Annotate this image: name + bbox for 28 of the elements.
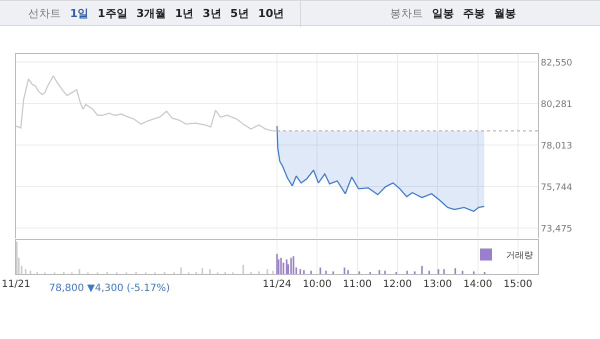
x-tick-label: 11/21 — [2, 279, 30, 290]
text: 5년 — [230, 6, 249, 21]
x-tick-label: 11:00 — [342, 279, 372, 290]
text: 주봉 — [463, 6, 485, 21]
x-tick-label: 12:00 — [383, 279, 412, 290]
y-tick-label: 73,475 — [540, 224, 572, 234]
y-tick-label: 78,013 — [540, 141, 572, 152]
x-tick-label: 10:00 — [302, 279, 332, 290]
text: 일봉 — [432, 6, 454, 21]
text: 10년 — [258, 6, 284, 21]
x-tick-label: 14:00 — [463, 279, 492, 290]
text: 1년 — [174, 6, 194, 21]
legend-label: 거래량 — [506, 251, 533, 262]
y-tick-label: 82,550 — [540, 58, 573, 68]
x-tick-label: 11/24 — [262, 279, 292, 290]
text: 1주일 — [98, 6, 128, 21]
text: 1일 — [70, 6, 89, 21]
text: 선차트 — [28, 6, 61, 21]
text: 월봉 — [494, 6, 516, 21]
x-tick-label: 15:00 — [504, 279, 532, 290]
line-series — [16, 75, 277, 132]
text: 3년 — [202, 6, 222, 21]
y-tick-label: 75,744 — [540, 182, 573, 193]
text: 3개월 — [136, 6, 166, 21]
text: 78,800 ▼4,300 (-5.17%) — [49, 283, 170, 294]
y-tick-label: 80,281 — [540, 100, 572, 110]
x-tick-label: 13:00 — [423, 279, 452, 290]
text: 봉차트 — [390, 6, 423, 21]
